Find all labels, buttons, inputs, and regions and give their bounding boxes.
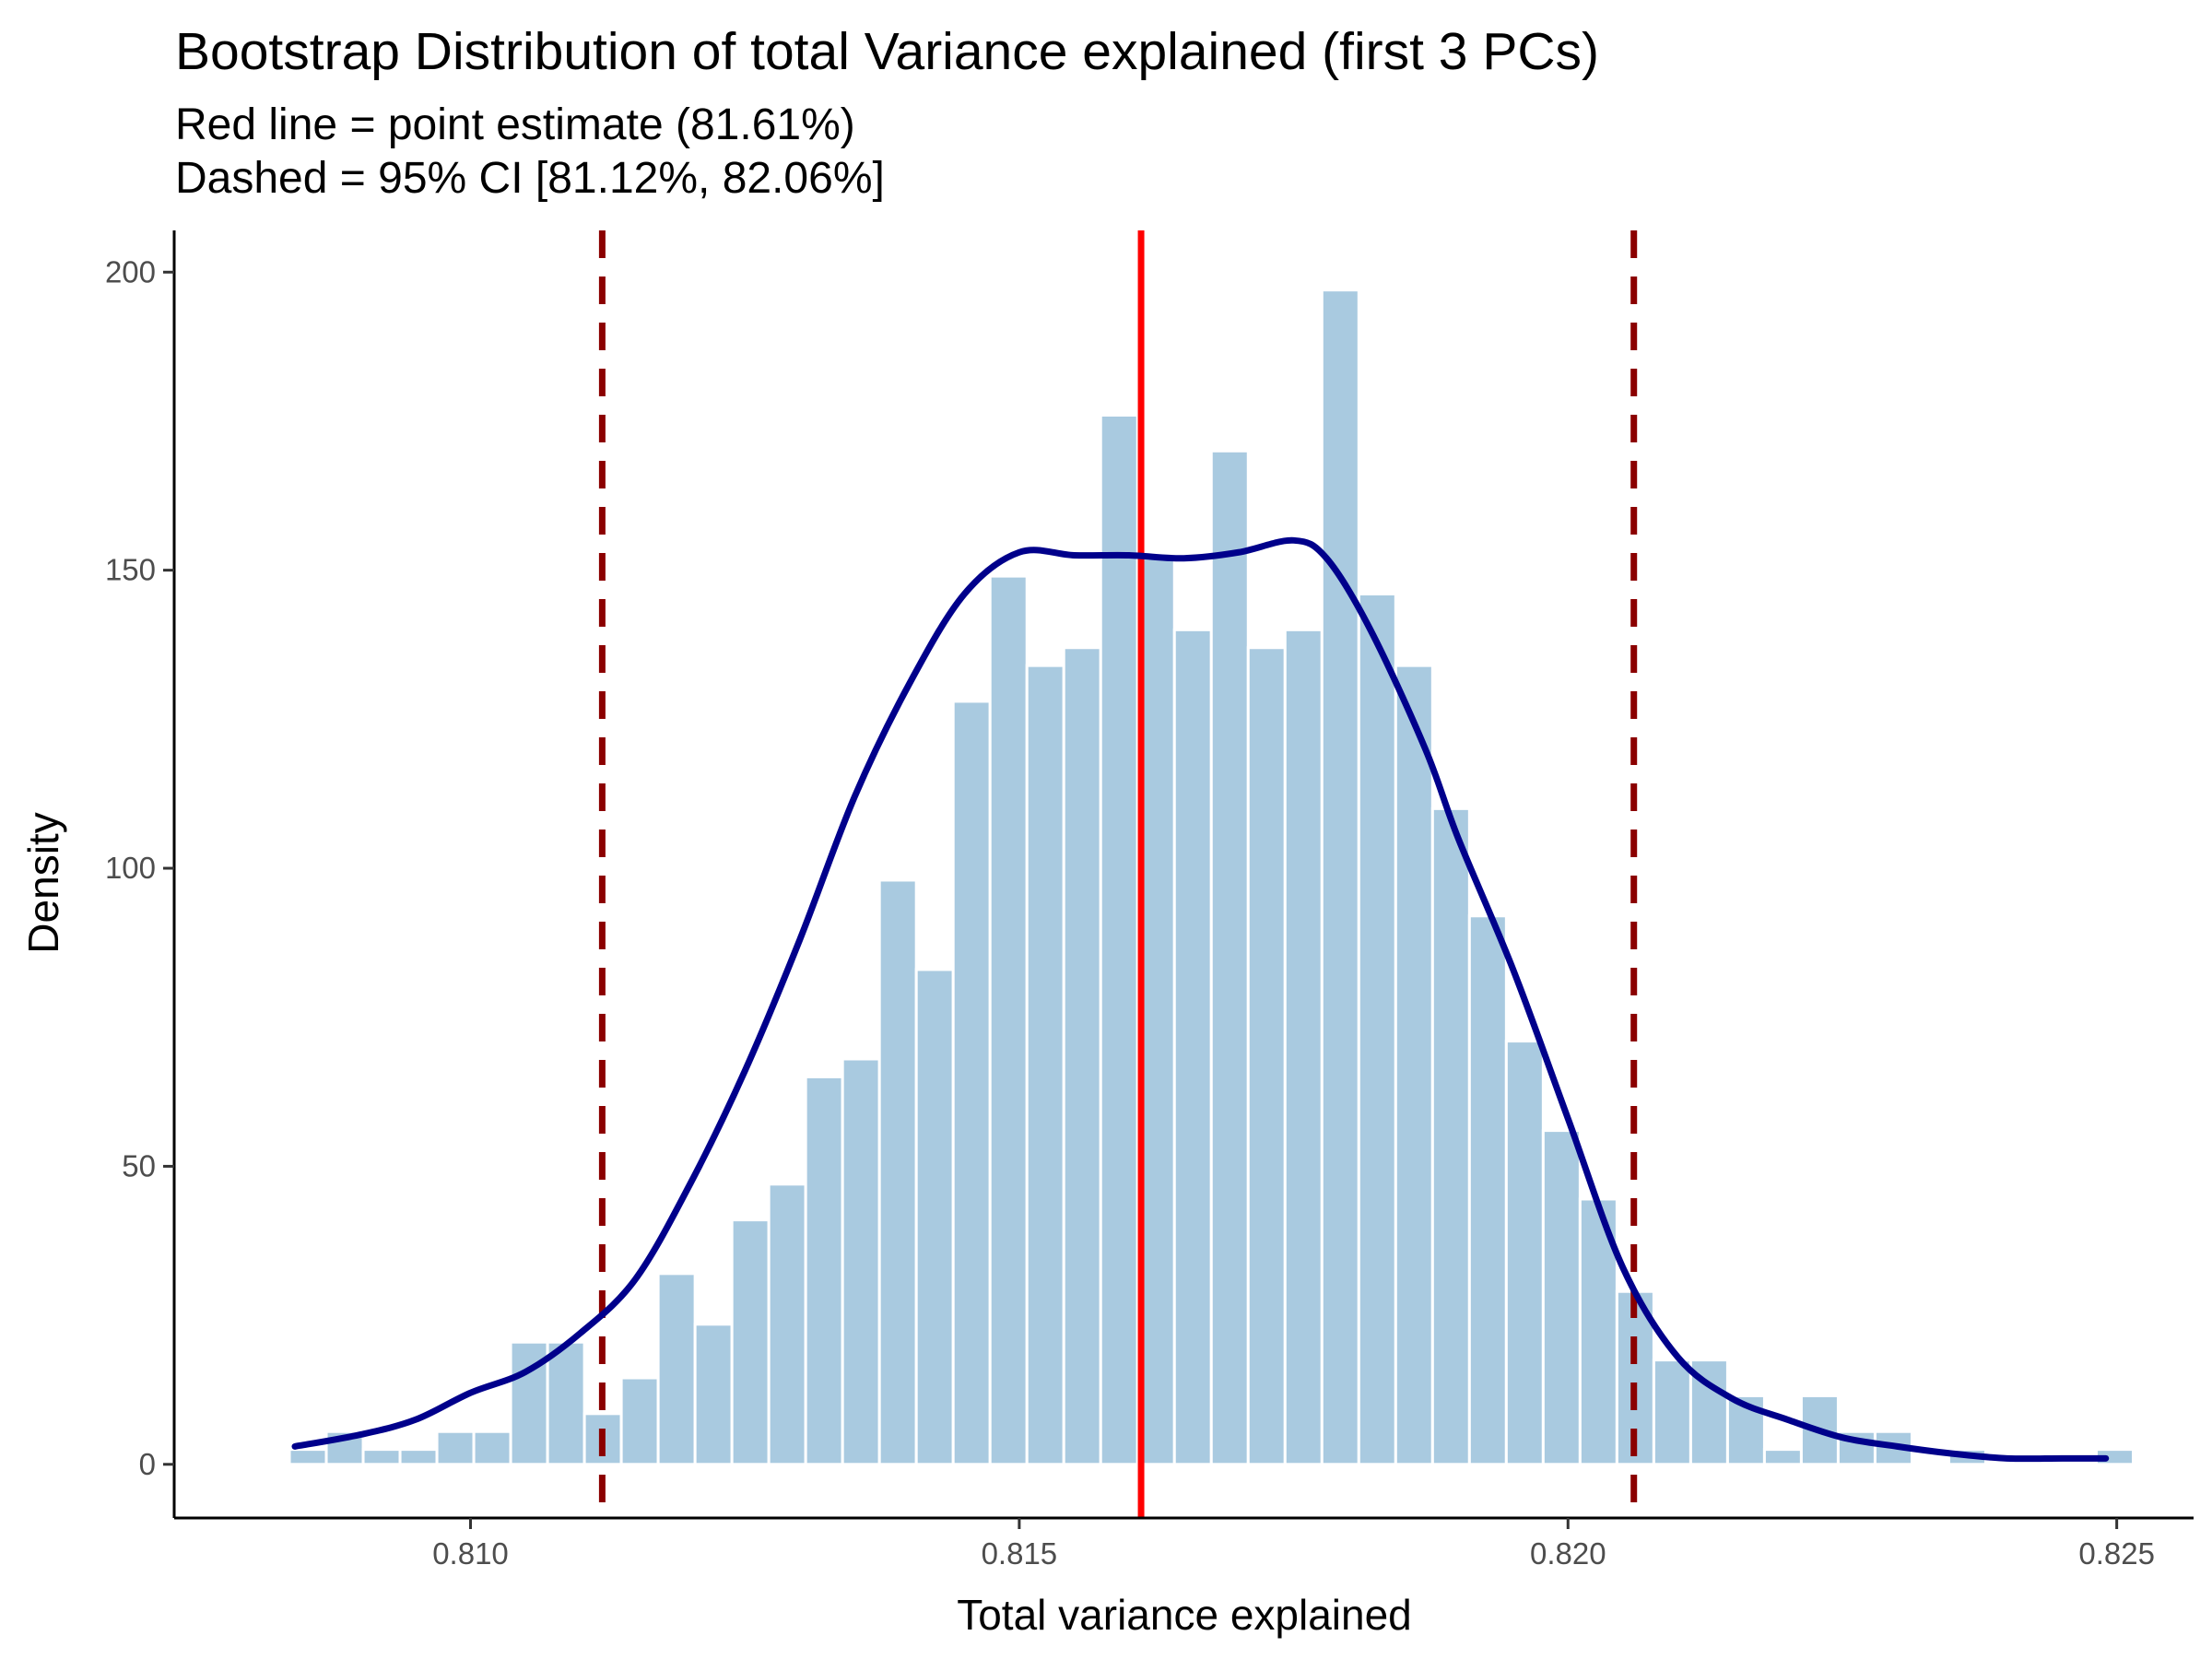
histogram-bar — [1504, 1040, 1545, 1466]
histogram-bar — [1394, 664, 1434, 1466]
x-tick-label: 0.820 — [1530, 1536, 1606, 1571]
histogram-bar — [1062, 646, 1102, 1466]
histogram-bar — [361, 1448, 402, 1466]
x-tick-label: 0.815 — [982, 1536, 1058, 1571]
histogram-bar — [877, 878, 918, 1466]
histogram-bars — [288, 288, 2136, 1466]
histogram-bar — [546, 1340, 586, 1466]
histogram-bar — [914, 968, 955, 1466]
histogram-bar — [1283, 628, 1324, 1466]
histogram-bar — [1688, 1359, 1729, 1466]
histogram-bar — [1099, 413, 1139, 1466]
histogram-bar — [730, 1218, 771, 1466]
histogram-bar — [951, 700, 992, 1466]
histogram-bar — [1541, 1129, 1582, 1466]
histogram-bar — [1025, 664, 1065, 1466]
histogram-bar — [435, 1430, 476, 1466]
histogram-bar — [1320, 288, 1360, 1466]
axes: 0.810 0.815 0.820 0.825 0 50 100 150 200 — [105, 230, 2194, 1571]
histogram-bar — [1652, 1359, 1692, 1466]
y-tick-label: 150 — [105, 553, 156, 587]
x-tick-label: 0.825 — [2078, 1536, 2155, 1571]
histogram-bar — [988, 574, 1029, 1466]
density-curve-group — [291, 536, 2110, 1463]
histogram-bar — [1430, 806, 1471, 1466]
histogram-bar — [767, 1182, 807, 1466]
y-tick-label: 200 — [105, 254, 156, 288]
y-axis-title: Density — [19, 812, 67, 953]
y-tick-label: 0 — [139, 1447, 156, 1481]
y-tick-label: 50 — [122, 1148, 156, 1182]
histogram-bar — [288, 1448, 328, 1466]
histogram-bar — [656, 1272, 697, 1466]
y-tick-label: 100 — [105, 851, 156, 885]
confidence-interval-lines — [598, 230, 1638, 1518]
histogram-bar — [398, 1448, 439, 1466]
histogram-bar — [1209, 449, 1250, 1466]
chart-subtitle-ci: Dashed = 95% CI [81.12%, 82.06%] — [175, 154, 885, 203]
x-tick-label: 0.810 — [432, 1536, 509, 1571]
histogram-bar — [472, 1430, 512, 1466]
histogram-bar — [1357, 593, 1397, 1466]
chart-title: Bootstrap Distribution of total Variance… — [175, 22, 1599, 81]
histogram-bar — [804, 1075, 844, 1466]
histogram-bar — [1172, 628, 1213, 1466]
x-axis-title: Total variance explained — [957, 1591, 1412, 1639]
histogram-bar — [841, 1057, 881, 1466]
histogram-bar — [1467, 914, 1508, 1466]
histogram-bar — [1246, 646, 1287, 1466]
chart-subtitle-point-estimate: Red line = point estimate (81.61%) — [175, 100, 855, 149]
histogram-bar — [693, 1323, 734, 1466]
histogram-bar — [1762, 1448, 1803, 1466]
histogram-bar — [619, 1376, 660, 1466]
density-curve — [291, 536, 2110, 1463]
